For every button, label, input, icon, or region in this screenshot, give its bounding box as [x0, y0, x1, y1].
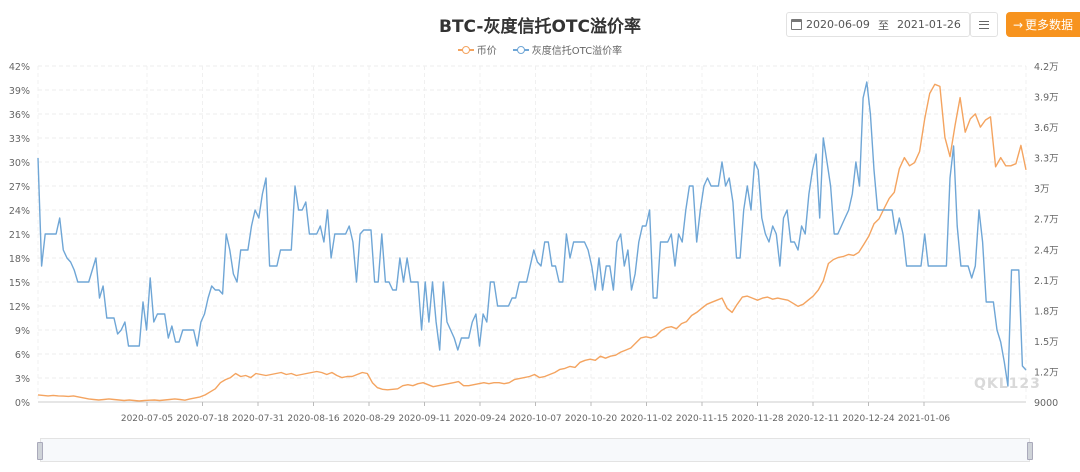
x-tick-label: 2020-07-31 — [232, 414, 284, 424]
y-left-tick-label: 9% — [15, 326, 30, 337]
y-right-tick-label: 3.6万 — [1034, 123, 1059, 134]
y-right-tick-label: 2.1万 — [1034, 276, 1059, 287]
y-left-tick-label: 15% — [9, 278, 30, 289]
x-tick-label: 2020-11-02 — [620, 414, 672, 424]
y-left-tick-label: 18% — [9, 254, 30, 265]
y-right-tick-label: 3.3万 — [1034, 154, 1059, 165]
x-tick-label: 2020-11-28 — [731, 414, 784, 424]
date-range-picker[interactable]: 2020-06-09 至 2021-01-26 — [786, 12, 970, 37]
more-data-label: 更多数据 — [1025, 18, 1074, 32]
x-tick-label: 2020-07-18 — [176, 414, 229, 424]
y-right-tick-label: 1.2万 — [1034, 367, 1059, 378]
x-tick-label: 2020-08-29 — [343, 414, 396, 424]
y-left-tick-label: 42% — [9, 62, 30, 73]
legend-item-premium[interactable]: 灰度信托OTC溢价率 — [512, 42, 623, 57]
legend-marker-premium — [512, 45, 529, 54]
slider-handle-right[interactable] — [1027, 442, 1033, 460]
y-left-tick-label: 33% — [9, 134, 30, 145]
x-tick-label: 2020-10-07 — [509, 414, 561, 424]
legend-label-price: 币价 — [476, 46, 497, 57]
y-right-tick-label: 2.4万 — [1034, 245, 1059, 256]
menu-button[interactable] — [970, 12, 998, 37]
y-right-tick-label: 9000 — [1034, 398, 1058, 409]
x-tick-label: 2020-10-20 — [565, 414, 618, 424]
y-left-tick-label: 24% — [9, 206, 30, 217]
legend-marker-price — [457, 45, 474, 54]
x-tick-label: 2020-12-24 — [842, 414, 895, 424]
legend-label-premium: 灰度信托OTC溢价率 — [531, 46, 623, 57]
x-tick-label: 2020-08-16 — [287, 414, 340, 424]
x-tick-label: 2020-11-15 — [676, 414, 728, 424]
calendar-icon — [791, 19, 802, 30]
more-data-button[interactable]: → 更多数据 — [1006, 12, 1080, 37]
x-tick-label: 2020-09-11 — [398, 414, 450, 424]
y-left-tick-label: 36% — [9, 110, 30, 121]
chart-title: BTC-灰度信托OTC溢价率 — [439, 17, 641, 37]
series-line-premium — [37, 81, 1027, 387]
slider-handle-left[interactable] — [37, 442, 43, 460]
y-left-tick-label: 30% — [9, 158, 30, 169]
legend-item-price[interactable]: 币价 — [457, 42, 497, 57]
y-left-tick-label: 27% — [9, 182, 30, 193]
y-left-tick-label: 39% — [9, 86, 30, 97]
y-left-tick-label: 6% — [15, 350, 30, 361]
x-tick-label: 2020-09-24 — [454, 414, 507, 424]
y-right-tick-label: 3万 — [1034, 184, 1050, 195]
y-right-tick-label: 4.2万 — [1034, 62, 1059, 73]
range-slider[interactable] — [37, 438, 1033, 462]
start-date[interactable]: 2020-06-09 — [806, 18, 870, 31]
x-tick-label: 2020-12-11 — [787, 414, 839, 424]
y-left-tick-label: 3% — [15, 374, 30, 385]
series-line-price — [37, 83, 1027, 402]
y-right-tick-label: 2.7万 — [1034, 215, 1059, 226]
y-left-tick-label: 21% — [9, 230, 30, 241]
arrow-right-icon: → — [1012, 17, 1024, 32]
y-left-tick-label: 12% — [9, 302, 30, 313]
legend: 币价 灰度信托OTC溢价率 — [0, 42, 1080, 57]
end-date[interactable]: 2021-01-26 — [896, 18, 961, 31]
y-right-tick-label: 1.5万 — [1034, 337, 1059, 348]
x-tick-label: 2021-01-06 — [898, 414, 951, 424]
y-right-tick-label: 1.8万 — [1034, 306, 1059, 317]
date-range-separator: 至 — [877, 18, 889, 32]
x-tick-label: 2020-07-05 — [121, 414, 173, 424]
y-right-tick-label: 3.9万 — [1034, 93, 1059, 104]
watermark-logo: QKL123 — [974, 376, 1041, 392]
y-left-tick-label: 0% — [15, 398, 30, 409]
menu-icon — [979, 20, 989, 29]
